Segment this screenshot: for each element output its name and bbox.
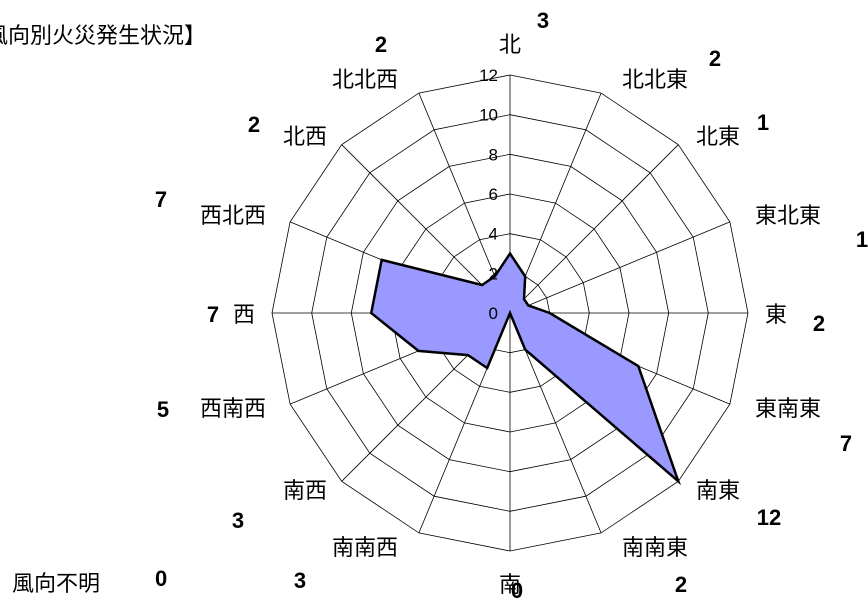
tick-label-6: 6 [489,185,498,204]
value-label-5: 7 [840,431,852,456]
value-label-15: 2 [375,32,387,57]
direction-label-11: 西南西 [200,397,266,422]
tick-label-10: 10 [479,106,498,125]
direction-label-1: 北北東 [622,68,688,93]
value-label-0: 3 [537,8,549,33]
value-label-10: 3 [232,508,244,533]
value-label-2: 1 [757,110,769,135]
direction-label-12: 西 [233,303,255,328]
value-label-7: 2 [675,572,687,597]
value-label-12: 7 [207,302,219,327]
value-label-8: 0 [511,578,523,603]
direction-label-3: 東北東 [755,204,821,229]
direction-label-4: 東 [765,303,787,328]
value-label-9: 3 [294,568,306,593]
value-label-3: 1 [856,227,868,252]
direction-label-8: 南 [499,573,521,598]
unknown-direction-value: 0 [155,566,168,591]
tick-label-0: 0 [489,304,498,323]
value-label-11: 5 [157,397,169,422]
direction-label-9: 南南西 [332,536,398,561]
tick-label-12: 12 [479,66,498,85]
direction-label-5: 東南東 [755,397,821,422]
spoke-3 [509,221,731,314]
direction-label-14: 北西 [283,125,327,150]
tick-label-8: 8 [489,145,498,164]
value-label-6: 12 [757,505,781,530]
tick-label-2: 2 [489,264,498,283]
direction-label-13: 西北西 [200,204,266,229]
direction-label-7: 南南東 [622,536,688,561]
chart-title: 風向別火災発生状況】 [0,24,207,49]
value-label-14: 2 [248,112,260,137]
spoke-2 [509,144,679,314]
direction-label-0: 北 [499,33,521,58]
direction-label-10: 南西 [283,479,327,504]
unknown-direction-label: 風向不明 [12,572,101,597]
data-area [369,251,682,486]
direction-label-2: 北東 [696,125,740,150]
tick-label-4: 4 [489,225,498,244]
value-label-4: 2 [813,311,825,336]
direction-label-15: 北北西 [332,68,398,93]
value-label-1: 2 [709,46,721,71]
direction-label-6: 南東 [696,479,740,504]
value-label-13: 7 [155,187,167,212]
